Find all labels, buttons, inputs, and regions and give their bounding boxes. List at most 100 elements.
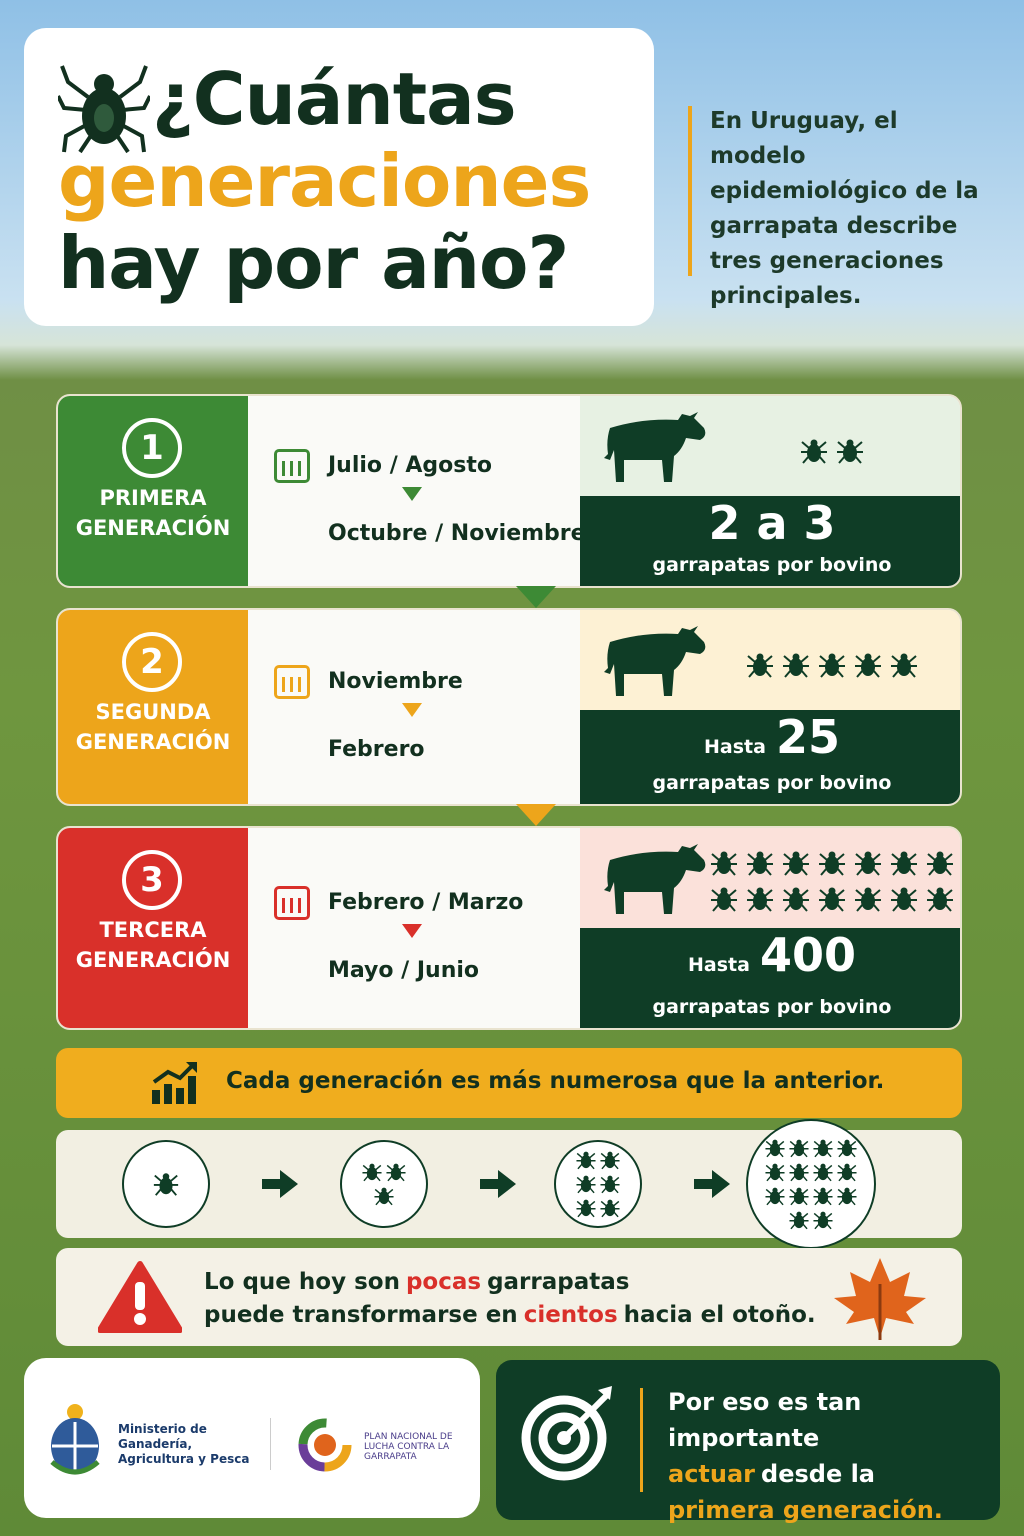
count-value: 25 (775, 710, 840, 764)
chart-icon (152, 1062, 197, 1104)
calendar-icon (274, 449, 310, 483)
ministry-name: Ministerio de Ganadería, Agricultura y P… (118, 1422, 250, 1466)
tick-circle (554, 1140, 642, 1228)
plan-name: PLAN NACIONAL DE LUCHA CONTRA LA GARRAPA… (364, 1432, 453, 1462)
plan-logo (298, 1418, 352, 1472)
generation-name: GENERACIÓN (75, 948, 231, 972)
tick-icon (819, 887, 845, 912)
tick-icon (600, 1175, 620, 1194)
divider (270, 1418, 271, 1470)
generation-row: 3 TERCERA GENERACIÓN Febrero / Marzo Mayo / … (56, 826, 962, 1030)
generation-number: 3 (122, 850, 182, 910)
cow-icon (604, 626, 706, 696)
tick-icon (789, 1139, 809, 1158)
tick-icon (837, 1187, 857, 1206)
target-icon (521, 1386, 612, 1481)
count-prefix: Hasta (688, 954, 750, 976)
title-line: hay por año? (58, 221, 569, 305)
tick-icon (789, 1163, 809, 1182)
tick-icon (855, 887, 881, 912)
start-period: Noviembre (328, 669, 463, 694)
highlight: cientos (523, 1302, 618, 1328)
tick-icon (783, 887, 809, 912)
tick-icon (927, 887, 953, 912)
tick-icon (813, 1163, 833, 1182)
tick-icon (374, 1187, 394, 1206)
tick-icon (837, 1139, 857, 1158)
tick-icon (837, 439, 863, 464)
generation-name: GENERACIÓN (75, 516, 231, 540)
tick-icon (600, 1199, 620, 1218)
generation-row: 2 SEGUNDA GENERACIÓN Noviembre Febrero Hasta 2… (56, 608, 962, 806)
ticks (704, 436, 960, 466)
cta-text: Por eso es tan importante actuar desde la… (668, 1384, 1000, 1528)
highlight: pocas (405, 1269, 482, 1295)
arrow-icon (262, 1170, 298, 1198)
cta-line: Por eso es tan importante (668, 1388, 862, 1452)
warning-card: Lo que hoy son pocas garrapatas puede tran… (56, 1248, 962, 1346)
generation-name: PRIMERA (99, 486, 207, 510)
generation-name: TERCERA (99, 918, 207, 942)
trend-banner: Cada generación es más numerosa que la a… (56, 1048, 962, 1118)
arrow-down (402, 487, 422, 501)
tick-icon (765, 1163, 785, 1182)
arrow-icon (694, 1170, 730, 1198)
tick-icon (747, 851, 773, 876)
tick-icon (765, 1139, 785, 1158)
count-panel: 2 a 3 garrapatas por bovino (580, 496, 960, 586)
tick-circle (746, 1119, 876, 1249)
tick-icon (789, 1187, 809, 1206)
arrow-right (480, 1170, 516, 1202)
tick-icon (386, 1163, 406, 1182)
tick-icon (576, 1175, 596, 1194)
tick-icon (58, 65, 150, 154)
tick-icon (765, 1187, 785, 1206)
tick-icon (813, 1187, 833, 1206)
tick-icon (783, 653, 809, 678)
arrow-right (694, 1170, 730, 1202)
tick-panel (580, 610, 960, 710)
tick-icon (711, 851, 737, 876)
tick-icon (789, 1211, 809, 1230)
text: desde la (761, 1460, 875, 1488)
count-panel: Hasta 25 garrapatas por bovino (580, 710, 960, 804)
arrow-down (402, 703, 422, 717)
tick-icon (813, 1139, 833, 1158)
tick-icon (747, 887, 773, 912)
warning-icon (98, 1261, 182, 1333)
generation-badge: 1 PRIMERA GENERACIÓN (58, 396, 248, 586)
tick-icon (153, 1173, 179, 1196)
cta-card: Por eso es tan importante actuar desde la… (496, 1360, 1000, 1524)
tick-icon (819, 653, 845, 678)
flow-arrow (516, 586, 556, 608)
tick-icon (576, 1151, 596, 1170)
tick-icon (855, 851, 881, 876)
title-highlight: generaciones (58, 139, 591, 223)
tick-icon (891, 887, 917, 912)
cow-icon (604, 844, 706, 914)
arrow-icon (480, 1170, 516, 1198)
count-unit: garrapatas por bovino (652, 554, 892, 576)
count-value: 400 (759, 928, 856, 982)
generation-badge: 2 SEGUNDA GENERACIÓN (58, 610, 248, 804)
warning-line: Lo que hoy son pocas garrapatas (204, 1266, 816, 1299)
generation-row: 1 PRIMERA GENERACIÓN Julio / Agosto Octubre … (56, 394, 962, 588)
tick-icon (837, 1163, 857, 1182)
accent-bar (640, 1388, 643, 1492)
tick-circle (122, 1140, 210, 1228)
count-panel: Hasta 400 garrapatas por bovino (580, 928, 960, 1028)
tick-icon (801, 439, 827, 464)
generation-number: 2 (122, 632, 182, 692)
generation-badge: 3 TERCERA GENERACIÓN (58, 828, 248, 1028)
generation-name: SEGUNDA (95, 700, 211, 724)
end-period: Febrero (328, 737, 425, 762)
progression (56, 1119, 962, 1249)
tick-icon (819, 851, 845, 876)
generation-name: GENERACIÓN (75, 730, 231, 754)
highlight: primera generación. (668, 1496, 943, 1524)
tick-icon (891, 653, 917, 678)
flow-arrow (516, 804, 556, 826)
warning-text: Lo que hoy son pocas garrapatas puede tran… (204, 1266, 816, 1332)
